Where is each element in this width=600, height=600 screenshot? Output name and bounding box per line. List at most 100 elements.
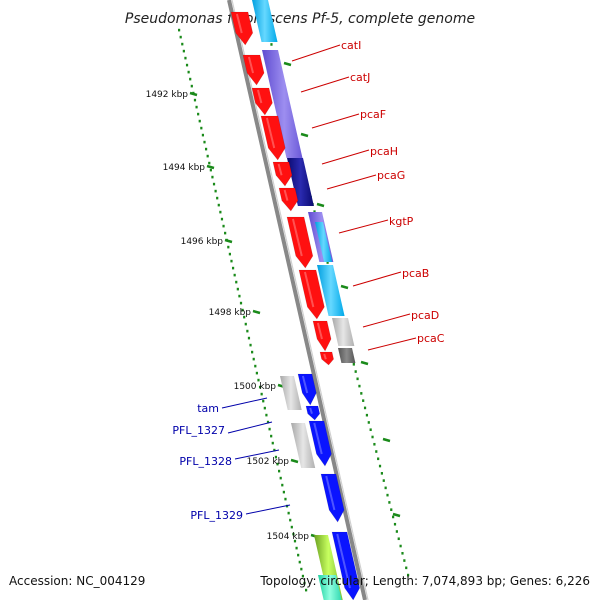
ruler-tick xyxy=(283,61,292,67)
ruler-dot-inner xyxy=(235,280,238,284)
ruler-dot-inner xyxy=(206,154,209,158)
gene-highlight xyxy=(309,407,313,414)
ruler-dot-inner xyxy=(270,434,273,438)
ruler-dot-inner xyxy=(289,518,292,522)
forward-gene-arrow xyxy=(260,115,286,161)
ruler-label: 1494 kbp xyxy=(163,163,206,173)
gene-highlight xyxy=(325,475,336,511)
ruler-dot-outer xyxy=(352,362,355,366)
ruler-tick xyxy=(189,91,198,97)
gene-label-pfl-1329: PFL_1329 xyxy=(190,509,243,522)
ruler-dot-outer xyxy=(382,479,385,482)
ruler-tick xyxy=(360,360,369,366)
ruler-dot-inner xyxy=(228,252,231,256)
ruler-dot-outer xyxy=(354,370,357,373)
label-leader-line xyxy=(227,421,273,434)
label-leader-line xyxy=(300,76,350,93)
feature-block xyxy=(262,50,303,158)
ruler-dot-inner xyxy=(193,98,197,102)
topology-text: Topology: circular; Length: 7,074,893 bp… xyxy=(259,574,590,588)
ruler-dot-inner xyxy=(198,119,201,123)
gene-label-pcah: pcaH xyxy=(370,145,398,158)
feature-block xyxy=(338,348,356,363)
ruler-dot-outer xyxy=(377,457,380,461)
ruler-dot-outer xyxy=(369,428,372,432)
forward-gene-arrow xyxy=(312,320,332,352)
gene-highlight xyxy=(313,422,323,455)
gene-highlight xyxy=(265,117,276,149)
ruler-dot-inner xyxy=(282,490,285,494)
forward-gene-arrow xyxy=(272,161,293,187)
ruler-tick xyxy=(252,309,261,315)
gene-highlight xyxy=(256,89,263,104)
ruler-dot-outer xyxy=(360,392,363,395)
gene-label-cati: catI xyxy=(341,39,361,52)
ruler-dot-inner xyxy=(301,574,305,578)
ruler-dot-inner xyxy=(224,231,227,235)
ruler-dot-outer xyxy=(392,515,395,519)
ruler-dot-inner xyxy=(305,588,308,592)
ruler-dot-inner xyxy=(182,49,185,53)
gene-label-pfl-1327: PFL_1327 xyxy=(172,424,225,437)
ruler-tick xyxy=(224,238,233,244)
feature-block xyxy=(252,0,278,42)
ruler-dot-inner xyxy=(297,553,300,557)
gene-label-tam: tam xyxy=(197,402,219,415)
ruler-dot-outer xyxy=(390,508,393,511)
ruler-tick xyxy=(300,132,309,138)
ruler-dot-inner xyxy=(265,413,268,417)
ruler-tick xyxy=(382,437,391,443)
ruler-label: 1492 kbp xyxy=(146,90,189,100)
ruler-tick xyxy=(290,458,299,464)
ruler-dot-inner xyxy=(249,343,252,347)
ruler-dot-inner xyxy=(271,441,274,445)
reverse-gene-arrow xyxy=(305,405,321,421)
ruler-dot-outer xyxy=(373,442,376,446)
ruler-dot-inner xyxy=(257,378,260,382)
ruler-tick xyxy=(316,202,325,208)
feature-block xyxy=(317,265,345,316)
gene-label-kgtp: kgtP xyxy=(389,215,414,228)
ruler-dot-outer xyxy=(326,261,329,264)
ruler-dot-inner xyxy=(217,203,220,207)
ruler-dot-inner xyxy=(292,532,295,536)
ruler-dot-inner xyxy=(187,70,190,74)
ruler-tick xyxy=(206,164,215,170)
ruler-dot-outer xyxy=(362,399,365,402)
ruler-dot-inner xyxy=(231,266,235,270)
ruler-dot-outer xyxy=(384,486,387,490)
ruler-dot-inner xyxy=(220,217,224,221)
ruler-dot-outer xyxy=(405,566,408,570)
ruler-dot-inner xyxy=(219,210,222,214)
backbone-highlight xyxy=(231,0,369,600)
ruler-dot-inner xyxy=(190,84,193,88)
gene-highlight xyxy=(277,163,283,176)
feature-block xyxy=(291,423,316,468)
gene-highlight xyxy=(303,271,315,308)
ruler-dot-outer xyxy=(386,493,389,497)
ruler-label: 1496 kbp xyxy=(181,237,224,247)
ruler-dot-inner xyxy=(262,399,265,403)
ruler-dot-inner xyxy=(244,322,247,326)
ruler-dot-outer xyxy=(380,472,383,475)
ruler-dot-outer xyxy=(401,551,404,555)
ruler-dot-outer xyxy=(313,210,316,213)
ruler-label: 1504 kbp xyxy=(267,532,310,542)
ruler-dot-inner xyxy=(241,308,244,312)
genome-backbone xyxy=(227,0,367,600)
feature-block xyxy=(287,158,314,206)
ruler-dot-inner xyxy=(284,497,287,501)
label-leader-line xyxy=(291,44,341,62)
feature-block xyxy=(332,318,355,346)
label-leader-line xyxy=(321,149,370,165)
forward-gene-arrow xyxy=(319,351,334,366)
ruler-dot-outer xyxy=(358,384,361,388)
label-leader-line xyxy=(234,449,280,460)
ruler-dot-inner xyxy=(260,392,263,396)
ruler-dot-inner xyxy=(287,511,290,515)
ruler-tick xyxy=(392,512,401,518)
ruler-dot-outer xyxy=(393,522,397,526)
ruler-dot-inner xyxy=(281,483,284,487)
ruler-dot-inner xyxy=(208,161,211,165)
ruler-dot-inner xyxy=(203,140,206,144)
